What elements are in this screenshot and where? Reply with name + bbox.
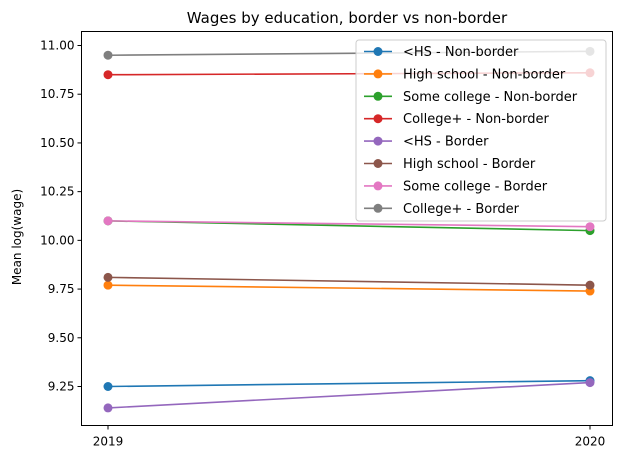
legend-label: Some college - Non-border: [403, 90, 578, 105]
data-point: [585, 280, 595, 290]
chart-title: Wages by education, border vs non-border: [187, 9, 508, 27]
legend-swatch-marker: [373, 69, 383, 79]
legend-item: High school - Non-border: [364, 67, 566, 82]
series-less-than-hs-border: [103, 378, 595, 413]
series-line: [107, 381, 591, 409]
legend-swatch-marker: [373, 47, 383, 56]
legend-swatch-marker: [373, 159, 383, 168]
legend-item: High school - Border: [364, 157, 536, 172]
legend-label: Some college - Border: [403, 179, 548, 194]
legend-label: <HS - Non-border: [403, 45, 519, 60]
y-tick-label: 10.25: [40, 185, 74, 199]
series-line: [107, 276, 591, 286]
y-tick-label: 10.50: [40, 136, 74, 150]
data-point: [103, 403, 113, 413]
legend-label: <HS - Border: [403, 135, 489, 150]
y-tick-label: 9.75: [48, 282, 75, 296]
legend-label: College+ - Border: [403, 202, 520, 217]
series-line: [107, 379, 591, 388]
legend-label: High school - Non-border: [403, 67, 566, 82]
axis-layer: 9.25 9.50 9.75 10.00 10.25 10.50 10.75 11.00 201…: [40, 39, 605, 449]
legend-box: [355, 39, 607, 222]
legend-item: Some college - Non-border: [364, 90, 578, 105]
data-point: [103, 70, 113, 80]
data-point: [103, 50, 113, 60]
series-less-than-hs-non-border: [103, 376, 595, 391]
series-some-college-border: [103, 216, 595, 232]
y-tick-label: 10.75: [40, 87, 74, 101]
legend: <HS - Non-border High school - Non-border…: [355, 39, 607, 222]
series-line: [107, 220, 591, 228]
legend-item: College+ - Non-border: [364, 112, 550, 127]
data-point: [103, 272, 113, 282]
legend-swatch-marker: [373, 114, 383, 124]
series-line: [107, 284, 591, 292]
x-tick-label: 2020: [575, 435, 606, 449]
y-tick-label: 11.00: [40, 39, 74, 53]
legend-item: <HS - Non-border: [364, 45, 519, 60]
legend-item: College+ - Border: [364, 202, 520, 217]
legend-swatch-marker: [373, 136, 383, 146]
legend-item: <HS - Border: [364, 135, 489, 150]
data-point: [103, 382, 113, 391]
data-point: [585, 378, 595, 388]
data-point: [103, 280, 113, 290]
legend-swatch-marker: [373, 91, 383, 101]
series-high-school-border: [103, 272, 595, 290]
x-tick-label: 2019: [93, 435, 124, 449]
series-high-school-non-border: [103, 280, 595, 296]
y-tick-label: 9.50: [48, 331, 75, 345]
legend-label: College+ - Non-border: [403, 112, 550, 127]
y-axis-label: Mean log(wage): [10, 189, 24, 285]
data-point: [103, 216, 113, 226]
data-point: [585, 222, 595, 232]
y-tick-label: 9.25: [48, 380, 75, 394]
plot-frame: [81, 31, 613, 426]
legend-item: Some college - Border: [364, 179, 548, 194]
legend-swatch-marker: [373, 203, 383, 213]
y-tick-label: 10.00: [40, 233, 74, 247]
legend-swatch-marker: [373, 181, 383, 191]
legend-label: High school - Border: [403, 157, 536, 172]
